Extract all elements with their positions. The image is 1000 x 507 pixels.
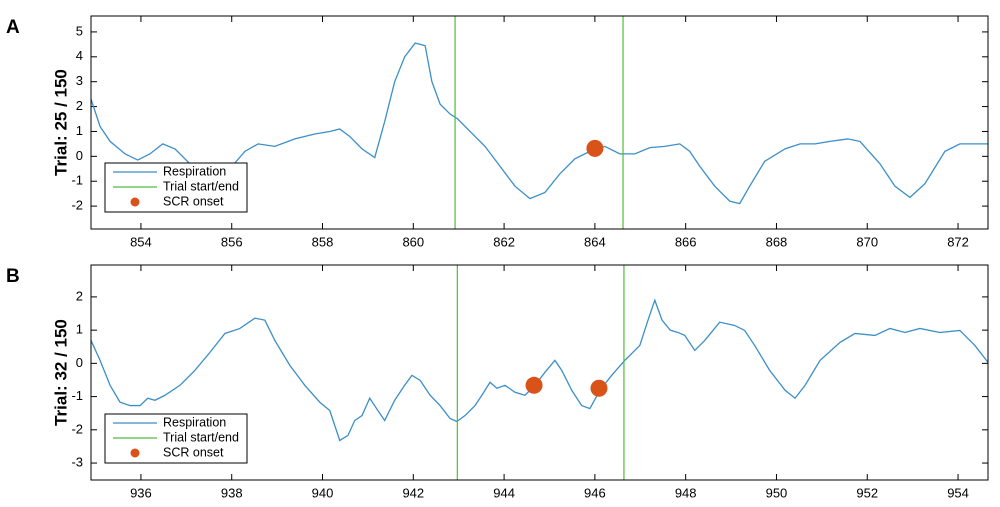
scr-onset-point bbox=[586, 139, 604, 157]
x-tick-label: 860 bbox=[402, 234, 424, 249]
legend-label: Trial start/end bbox=[163, 179, 239, 193]
x-tick-label: 858 bbox=[312, 234, 334, 249]
legend-label: Respiration bbox=[163, 415, 226, 429]
legend-label: Trial start/end bbox=[163, 430, 239, 444]
x-tick-label: 862 bbox=[493, 234, 515, 249]
legend-label: SCR onset bbox=[163, 194, 224, 208]
y-tick-label: 3 bbox=[76, 73, 83, 88]
y-tick-label: 1 bbox=[76, 123, 83, 138]
panel-label: B bbox=[6, 266, 20, 287]
y-tick-label: 0 bbox=[76, 148, 83, 163]
x-tick-label: 872 bbox=[947, 234, 969, 249]
x-tick-label: 942 bbox=[402, 485, 424, 500]
x-tick-label: 864 bbox=[584, 234, 606, 249]
legend-label: SCR onset bbox=[163, 445, 224, 459]
y-tick-label: 2 bbox=[76, 288, 83, 303]
x-tick-label: 946 bbox=[584, 485, 606, 500]
x-tick-label: 948 bbox=[675, 485, 697, 500]
respiration-line bbox=[90, 298, 989, 442]
x-tick-label: 868 bbox=[766, 234, 788, 249]
y-tick-label: 0 bbox=[76, 355, 83, 370]
scr-onset-point bbox=[525, 376, 543, 394]
legend-swatch bbox=[130, 448, 140, 458]
y-tick-label: -3 bbox=[71, 454, 83, 469]
x-tick-label: 856 bbox=[221, 234, 243, 249]
x-tick-label: 954 bbox=[947, 485, 969, 500]
panel-label: A bbox=[6, 17, 20, 38]
scr-onset-point bbox=[590, 379, 608, 397]
x-tick-label: 950 bbox=[766, 485, 788, 500]
y-tick-label: -2 bbox=[71, 421, 83, 436]
y-tick-label: 5 bbox=[76, 23, 83, 38]
y-tick-label: -1 bbox=[71, 388, 83, 403]
y-tick-label: 4 bbox=[76, 48, 83, 63]
panel: A Trial: 25 / 150 -2 -1 0 1 2 3 4 5 854 856 858 860 86… bbox=[6, 15, 989, 249]
y-tick-label: -1 bbox=[71, 173, 83, 188]
x-tick-label: 936 bbox=[130, 485, 152, 500]
y-tick-label: -2 bbox=[71, 198, 83, 213]
panel: B Trial: 32 / 150 -3 -2 -1 0 1 2 936 938 940 942 944… bbox=[6, 264, 989, 500]
y-axis-label: Trial: 32 / 150 bbox=[51, 319, 70, 426]
x-tick-label: 940 bbox=[312, 485, 334, 500]
x-tick-label: 938 bbox=[221, 485, 243, 500]
x-tick-label: 952 bbox=[856, 485, 878, 500]
y-tick-label: 1 bbox=[76, 322, 83, 337]
plot-frame bbox=[90, 264, 989, 481]
x-tick-label: 854 bbox=[130, 234, 152, 249]
x-tick-label: 944 bbox=[493, 485, 515, 500]
y-axis-label: Trial: 25 / 150 bbox=[51, 69, 70, 176]
y-tick-label: 2 bbox=[76, 98, 83, 113]
legend-swatch bbox=[130, 197, 140, 207]
x-tick-label: 870 bbox=[856, 234, 878, 249]
plot-frame bbox=[90, 15, 989, 230]
x-tick-label: 866 bbox=[675, 234, 697, 249]
legend-label: Respiration bbox=[163, 164, 226, 178]
